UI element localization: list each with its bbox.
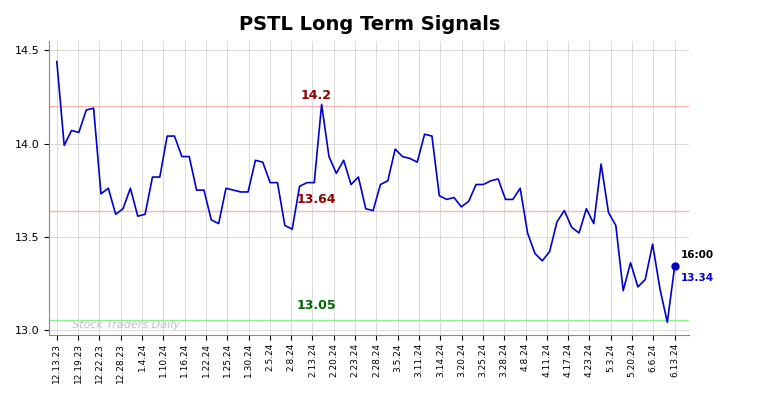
Text: 13.34: 13.34 bbox=[681, 273, 713, 283]
Text: 14.2: 14.2 bbox=[301, 89, 332, 102]
Text: 13.64: 13.64 bbox=[296, 193, 336, 206]
Title: PSTL Long Term Signals: PSTL Long Term Signals bbox=[239, 15, 500, 34]
Text: 13.05: 13.05 bbox=[296, 299, 336, 312]
Text: Stock Traders Daily: Stock Traders Daily bbox=[71, 320, 180, 330]
Text: 16:00: 16:00 bbox=[681, 250, 713, 260]
